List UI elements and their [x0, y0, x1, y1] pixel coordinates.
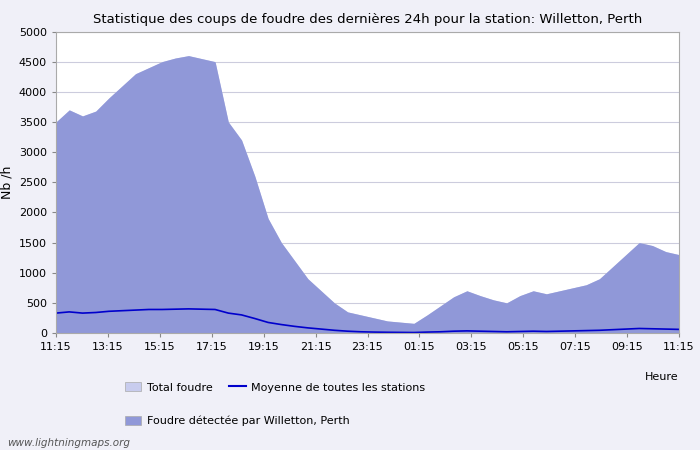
Text: www.lightningmaps.org: www.lightningmaps.org [7, 438, 130, 448]
Legend: Foudre détectée par Willetton, Perth: Foudre détectée par Willetton, Perth [125, 416, 349, 427]
Y-axis label: Nb /h: Nb /h [0, 166, 13, 199]
Title: Statistique des coups de foudre des dernières 24h pour la station: Willetton, Pe: Statistique des coups de foudre des dern… [93, 13, 642, 26]
Text: Heure: Heure [645, 372, 679, 382]
Legend: Total foudre, Moyenne de toutes les stations: Total foudre, Moyenne de toutes les stat… [125, 382, 426, 393]
